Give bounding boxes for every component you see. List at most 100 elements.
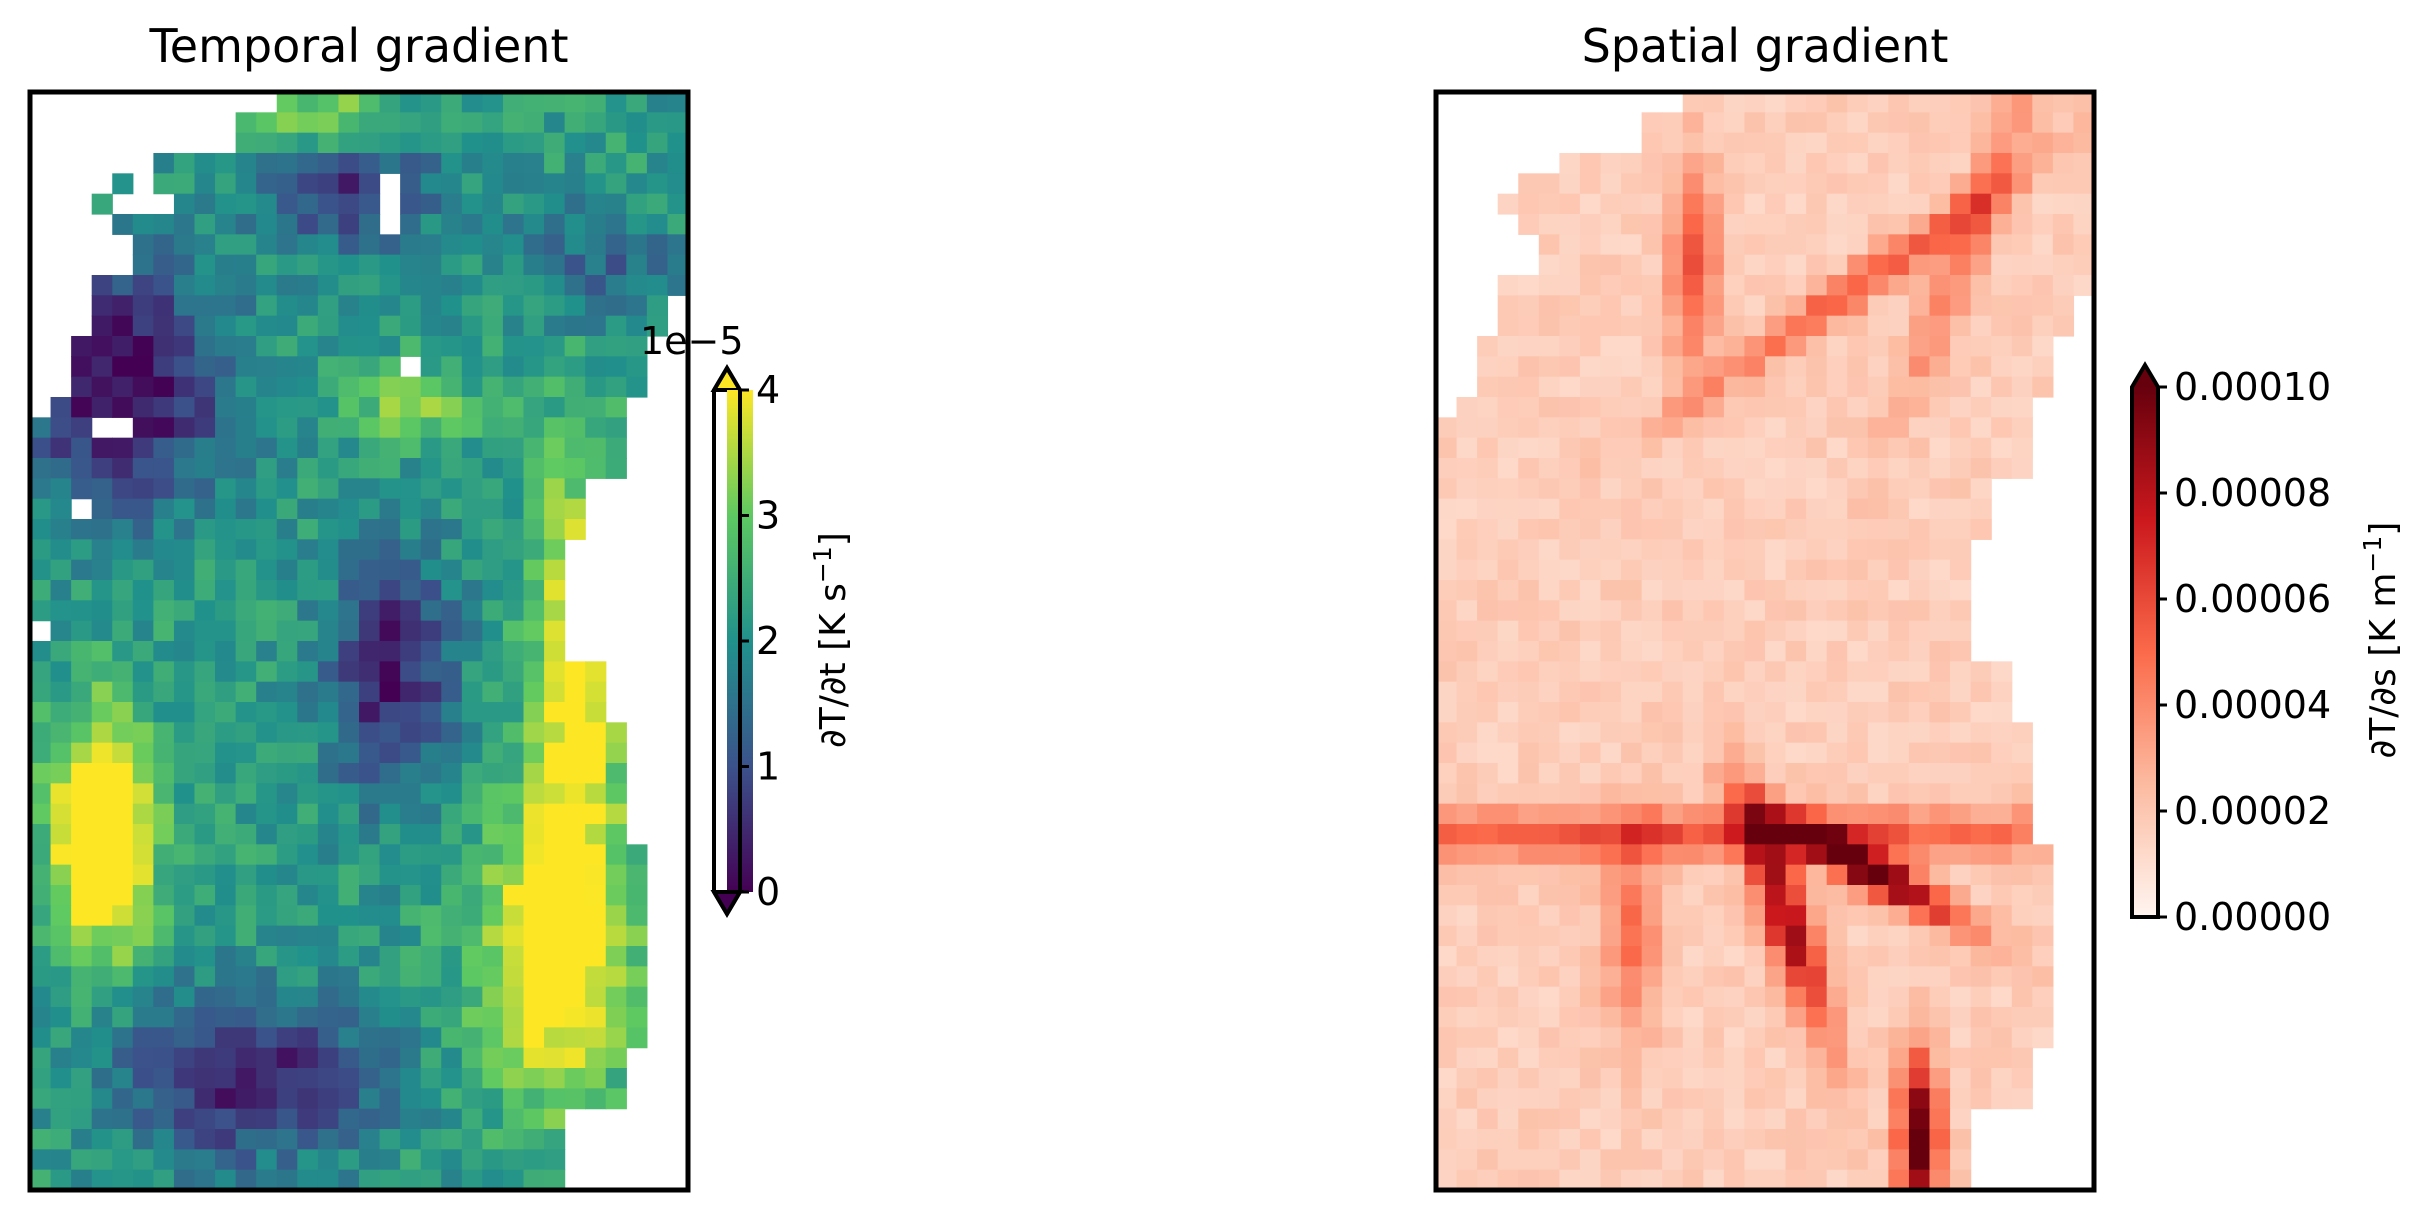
- temporal-cell: [338, 1129, 360, 1150]
- temporal-cell: [523, 193, 545, 215]
- spatial-cell: [1436, 641, 1458, 662]
- spatial-cell: [1847, 275, 1869, 296]
- temporal-cell: [235, 397, 257, 418]
- temporal-cell: [379, 742, 401, 764]
- spatial-cell: [1888, 437, 1910, 459]
- spatial-cell: [1538, 986, 1560, 1008]
- temporal-cell: [667, 173, 689, 195]
- spatial-cell: [1579, 1108, 1602, 1130]
- spatial-cell: [1723, 275, 1746, 296]
- spatial-cell: [1579, 254, 1602, 276]
- temporal-cell: [564, 356, 586, 378]
- spatial-cell: [1806, 1088, 1828, 1110]
- temporal-cell: [564, 1027, 586, 1049]
- temporal-cell: [132, 275, 154, 296]
- temporal-cell: [30, 885, 52, 906]
- spatial-cell: [1456, 1088, 1478, 1110]
- spatial-cell: [1929, 1149, 1951, 1171]
- temporal-cell: [235, 1169, 257, 1191]
- spatial-cell: [1929, 254, 1951, 276]
- temporal-cell: [256, 763, 278, 784]
- temporal-cell: [605, 885, 627, 906]
- temporal-cell: [585, 742, 607, 764]
- spatial-colorbar-label: ∂T/∂s [K m−1]: [2358, 522, 2404, 759]
- spatial-cell: [1621, 986, 1643, 1008]
- temporal-cell: [297, 458, 319, 479]
- temporal-cell: [256, 132, 278, 154]
- spatial-cell: [1765, 417, 1787, 439]
- spatial-cell: [1518, 885, 1540, 906]
- temporal-cell: [91, 763, 113, 784]
- spatial-cell: [1744, 417, 1766, 439]
- temporal-cell: [379, 844, 401, 866]
- spatial-cell: [1929, 214, 1951, 235]
- spatial-cell: [1538, 722, 1560, 744]
- temporal-cell: [502, 153, 525, 174]
- temporal-cell: [256, 559, 278, 581]
- temporal-cell: [400, 193, 422, 215]
- temporal-cell: [276, 681, 298, 703]
- spatial-cell: [1950, 1068, 1972, 1089]
- spatial-cell: [1806, 336, 1828, 357]
- spatial-cell: [1806, 600, 1828, 622]
- temporal-cell: [379, 112, 401, 134]
- temporal-cell: [420, 1088, 442, 1110]
- spatial-cell: [1456, 803, 1478, 825]
- temporal-cell: [605, 1047, 627, 1069]
- temporal-cell: [441, 1088, 463, 1110]
- temporal-cell: [112, 600, 134, 622]
- temporal-cell: [420, 437, 442, 459]
- spatial-cell: [1867, 295, 1889, 317]
- spatial-cell: [1765, 295, 1787, 317]
- spatial-cell: [1559, 295, 1581, 317]
- spatial-cell: [1744, 336, 1766, 357]
- temporal-cell: [132, 1047, 154, 1069]
- spatial-cell: [1744, 214, 1766, 235]
- temporal-cell: [153, 600, 175, 622]
- spatial-cell: [1888, 498, 1910, 520]
- spatial-cell: [1477, 763, 1499, 784]
- spatial-cell: [1538, 844, 1560, 866]
- spatial-cell: [1929, 417, 1951, 439]
- temporal-cell: [297, 295, 319, 317]
- temporal-cell: [626, 112, 648, 134]
- temporal-cell: [71, 905, 93, 927]
- spatial-cell: [1518, 1088, 1540, 1110]
- temporal-cell: [420, 844, 442, 866]
- spatial-cell: [1806, 1108, 1828, 1130]
- spatial-cell: [1847, 295, 1869, 317]
- spatial-cell: [1579, 722, 1602, 744]
- temporal-cell: [30, 1027, 52, 1049]
- spatial-cell: [1847, 397, 1869, 418]
- temporal-cell: [112, 1169, 134, 1191]
- spatial-cell: [1662, 519, 1684, 540]
- temporal-cell: [256, 783, 278, 805]
- temporal-cell: [502, 742, 525, 764]
- temporal-cell: [30, 1007, 52, 1028]
- spatial-cell: [1806, 458, 1828, 479]
- spatial-cell: [1518, 1007, 1540, 1028]
- spatial-cell: [1785, 1027, 1807, 1049]
- spatial-cell: [1662, 254, 1684, 276]
- temporal-cell: [461, 214, 483, 235]
- temporal-cell: [91, 397, 113, 418]
- temporal-cell: [523, 112, 545, 134]
- temporal-cell: [297, 214, 319, 235]
- temporal-cell: [194, 620, 216, 642]
- spatial-cell: [1538, 1088, 1560, 1110]
- spatial-cell: [2032, 295, 2054, 317]
- temporal-cell: [91, 478, 113, 500]
- temporal-cell: [502, 885, 525, 906]
- spatial-cell: [1662, 986, 1684, 1008]
- spatial-cell: [1703, 661, 1725, 683]
- temporal-cell: [194, 336, 216, 357]
- spatial-cell: [1497, 986, 1519, 1008]
- spatial-cell: [1518, 519, 1540, 540]
- temporal-cell: [523, 702, 545, 723]
- temporal-cell: [400, 539, 422, 561]
- spatial-cell: [1538, 803, 1560, 825]
- temporal-cell: [502, 864, 525, 886]
- spatial-cell: [1477, 742, 1499, 764]
- spatial-cell: [1908, 295, 1931, 317]
- spatial-cell: [1682, 1027, 1704, 1049]
